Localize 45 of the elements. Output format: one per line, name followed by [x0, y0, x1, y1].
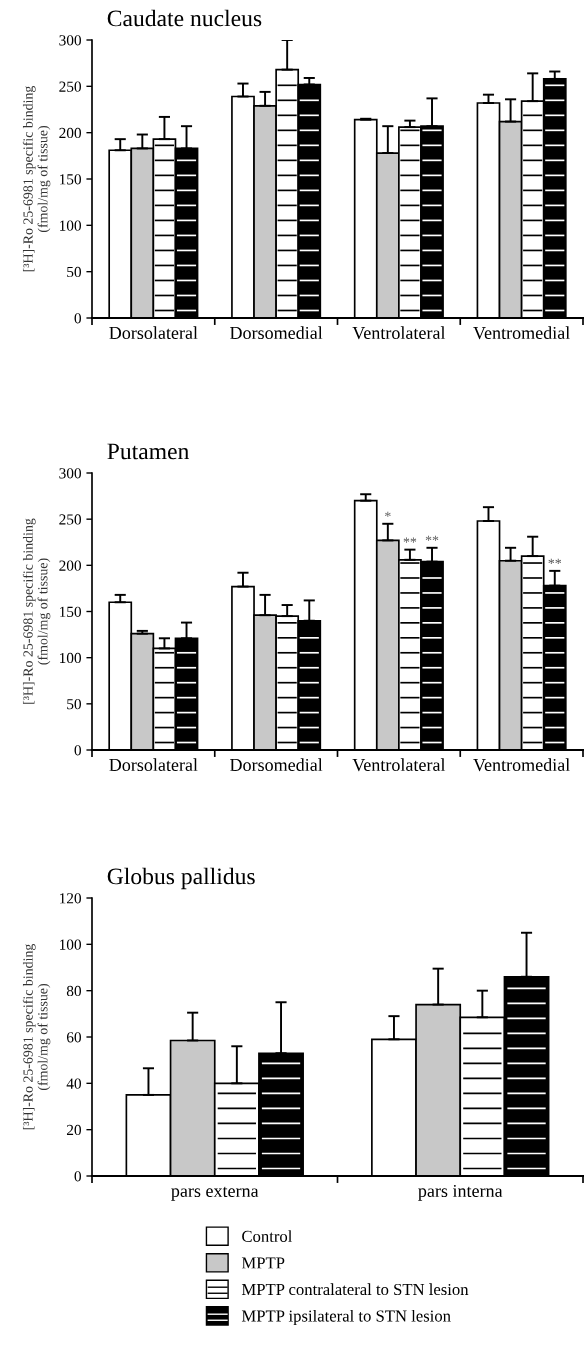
y-tick-label: 200 [59, 127, 81, 139]
y-tick-label: 300 [59, 35, 81, 46]
y-tick-label: 120 [60, 893, 81, 904]
y-tick-label: 80 [66, 985, 81, 997]
x-tick-label: Dorsomedial [230, 758, 323, 772]
annotation: * [385, 511, 391, 517]
x-tick-label: Dorsolateral [109, 326, 198, 340]
chart-title: Putamen [107, 443, 189, 460]
y-tick-label: 0 [74, 313, 81, 324]
y-tick-label: 150 [60, 606, 81, 617]
y-tick-label: 50 [67, 266, 81, 278]
y-axis-title: [³H]-Ro 25-6981 specific binding (fmol/mg of tissue) [22, 85, 51, 272]
legend-label: Control [242, 1230, 293, 1242]
y-tick-label: 150 [60, 174, 81, 185]
y-tick-label: 250 [59, 514, 81, 525]
y-axis-title: [³H]-Ro 25-6981 specific binding (fmol/mg of tissue) [22, 518, 51, 704]
annotation: ** [403, 537, 417, 543]
x-tick-label: Ventrolateral [352, 758, 446, 772]
annotation: ** [425, 535, 439, 541]
y-axis-title: [³H]-Ro 25-6981 specific binding (fmol/mg of tissue) [22, 943, 51, 1130]
x-tick-label: pars externa [171, 1186, 259, 1201]
annotation: ** [548, 558, 562, 564]
legend-label: MPTP ipsilateral to STN lesion [241, 1309, 451, 1326]
y-tick-label: 200 [59, 560, 81, 571]
x-tick-label: Dorsomedial [230, 326, 323, 340]
y-tick-label: 250 [59, 81, 81, 92]
y-tick-label: 60 [66, 1032, 81, 1043]
y-tick-label: 300 [59, 468, 81, 479]
chart-title: Caudate nucleus [107, 9, 262, 27]
y-tick-label: 100 [60, 220, 81, 231]
x-tick-label: Ventrolateral [352, 326, 446, 340]
y-tick-label: 40 [66, 1078, 81, 1089]
legend-label: MPTP [241, 1257, 285, 1269]
chart-title: Globus pallidus [107, 867, 255, 890]
y-tick-label: 100 [60, 939, 81, 950]
y-tick-label: 0 [74, 745, 81, 756]
y-tick-label: 100 [60, 652, 81, 664]
legend-label: MPTP contralateral to STN lesion [241, 1283, 469, 1296]
x-tick-label: pars interna [418, 1184, 503, 1201]
x-tick-label: Ventromedial [473, 326, 570, 340]
x-tick-label: Dorsolateral [109, 758, 198, 772]
y-tick-label: 0 [74, 1171, 81, 1182]
x-tick-label: Ventromedial [473, 758, 570, 772]
y-tick-label: 50 [67, 698, 81, 710]
y-tick-label: 20 [66, 1124, 81, 1136]
